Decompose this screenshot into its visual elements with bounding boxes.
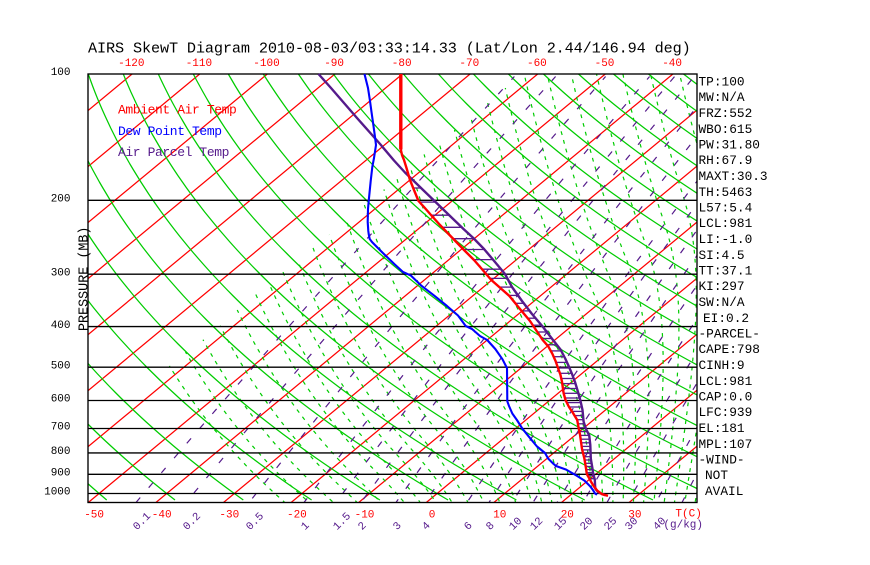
svg-text:-10: -10 xyxy=(355,509,375,521)
svg-text:CAPE:798: CAPE:798 xyxy=(699,342,760,357)
svg-text:-20: -20 xyxy=(287,509,307,521)
svg-text:TH:5463: TH:5463 xyxy=(699,185,753,200)
svg-text:MAXT:30.3: MAXT:30.3 xyxy=(699,169,768,184)
svg-text:FRZ:552: FRZ:552 xyxy=(699,106,753,121)
svg-text:1000: 1000 xyxy=(44,487,70,499)
svg-text:400: 400 xyxy=(51,320,71,332)
svg-text:0: 0 xyxy=(429,509,436,521)
svg-text:EI:0.2: EI:0.2 xyxy=(703,311,749,326)
svg-text:MPL:107: MPL:107 xyxy=(699,437,753,452)
svg-text:Ambient Air Temp: Ambient Air Temp xyxy=(118,103,236,118)
svg-text:LCL:981: LCL:981 xyxy=(699,216,753,231)
svg-text:CAP:0.0: CAP:0.0 xyxy=(699,390,753,405)
svg-text:-50: -50 xyxy=(84,509,104,521)
svg-text:NOT: NOT xyxy=(705,468,728,483)
svg-text:-40: -40 xyxy=(152,509,172,521)
svg-text:LI:-1.0: LI:-1.0 xyxy=(699,232,753,247)
svg-text:500: 500 xyxy=(51,360,71,372)
svg-text:EL:181: EL:181 xyxy=(699,421,745,436)
svg-text:SI:4.5: SI:4.5 xyxy=(699,248,745,263)
svg-text:-110: -110 xyxy=(186,58,212,70)
svg-text:200: 200 xyxy=(51,194,71,206)
svg-text:CINH:9: CINH:9 xyxy=(699,358,745,373)
svg-text:-90: -90 xyxy=(324,58,344,70)
svg-text:PW:31.80: PW:31.80 xyxy=(699,138,760,153)
svg-text:-120: -120 xyxy=(118,58,144,70)
svg-text:300: 300 xyxy=(51,267,71,279)
svg-text:KI:297: KI:297 xyxy=(699,279,745,294)
svg-text:RH:67.9: RH:67.9 xyxy=(699,153,753,168)
svg-text:MW:N/A: MW:N/A xyxy=(699,90,745,105)
svg-text:TP:100: TP:100 xyxy=(699,75,745,90)
svg-text:700: 700 xyxy=(51,422,71,434)
svg-text:-WIND-: -WIND- xyxy=(699,453,745,468)
svg-text:SW:N/A: SW:N/A xyxy=(699,295,745,310)
svg-text:WBO:615: WBO:615 xyxy=(699,122,753,137)
svg-text:(g/kg): (g/kg) xyxy=(663,520,703,532)
svg-text:L57:5.4: L57:5.4 xyxy=(699,201,753,216)
svg-text:10: 10 xyxy=(493,509,506,521)
svg-text:800: 800 xyxy=(51,446,71,458)
svg-text:PRESSURE (MB): PRESSURE (MB) xyxy=(78,227,93,331)
svg-text:-80: -80 xyxy=(392,58,412,70)
svg-text:Air Parcel Temp: Air Parcel Temp xyxy=(118,145,229,160)
svg-text:900: 900 xyxy=(51,468,71,480)
svg-text:-PARCEL-: -PARCEL- xyxy=(699,327,760,342)
svg-text:Dew Point Temp: Dew Point Temp xyxy=(118,124,222,139)
svg-text:AVAIL: AVAIL xyxy=(705,484,743,499)
svg-text:-40: -40 xyxy=(662,58,682,70)
svg-text:LCL:981: LCL:981 xyxy=(699,374,753,389)
svg-text:LFC:939: LFC:939 xyxy=(699,405,753,420)
svg-text:600: 600 xyxy=(51,394,71,406)
svg-text:-70: -70 xyxy=(459,58,479,70)
svg-text:-30: -30 xyxy=(219,509,239,521)
svg-text:-50: -50 xyxy=(595,58,615,70)
svg-text:TT:37.1: TT:37.1 xyxy=(699,264,753,279)
svg-text:AIRS SkewT Diagram 2010-08-03/: AIRS SkewT Diagram 2010-08-03/03:33:14.3… xyxy=(88,40,691,58)
svg-text:-60: -60 xyxy=(527,58,547,70)
svg-text:-100: -100 xyxy=(253,58,279,70)
svg-text:100: 100 xyxy=(51,67,71,79)
